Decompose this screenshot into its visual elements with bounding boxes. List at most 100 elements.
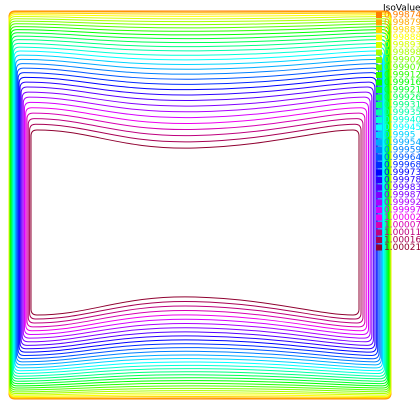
legend-swatch <box>376 42 382 48</box>
isoline <box>8 12 392 399</box>
legend-swatch <box>376 72 382 78</box>
legend-swatch <box>376 192 382 198</box>
legend-label: 0.998838 <box>384 26 420 36</box>
legend-label: 1.00021 <box>384 243 420 253</box>
legend-label: 0.999358 <box>384 108 420 118</box>
isoline <box>8 14 392 397</box>
legend-swatch <box>376 57 382 63</box>
legend-label: 1.00016 <box>384 236 420 246</box>
isoline <box>25 107 368 332</box>
isoline <box>12 42 386 377</box>
legend-label: 1.00002 <box>384 213 420 223</box>
legend-label: 0.999216 <box>384 86 420 96</box>
isoline <box>11 39 387 380</box>
legend-label: 1.00011 <box>384 228 420 238</box>
isoline <box>10 29 389 387</box>
legend-swatch <box>376 49 382 56</box>
legend-swatch <box>376 177 382 183</box>
isoline <box>9 18 391 395</box>
isolines <box>8 10 392 400</box>
legend-swatch <box>376 207 382 213</box>
legend-swatch <box>376 162 382 168</box>
legend-swatch <box>376 79 382 86</box>
legend-label: 0.999831 <box>384 183 420 193</box>
legend-label: 0.999405 <box>384 116 420 126</box>
legend-label: 1.00007 <box>384 221 420 231</box>
legend-label: 0.998933 <box>384 41 420 51</box>
legend-swatch <box>376 229 382 236</box>
legend-swatch <box>376 34 382 41</box>
legend-swatch <box>376 117 382 123</box>
isoline <box>9 23 390 391</box>
legend-swatch <box>376 169 382 176</box>
isoline <box>10 32 389 385</box>
legend-label: 0.999878 <box>384 191 420 201</box>
legend-swatch <box>376 124 382 131</box>
legend-label: 0.999169 <box>384 78 420 88</box>
isoline <box>30 129 360 316</box>
legend-swatch <box>376 184 382 191</box>
isoline <box>27 118 364 324</box>
isoline <box>11 35 388 382</box>
legend-swatch <box>376 132 382 138</box>
legend-swatch <box>376 147 382 153</box>
legend-swatch <box>376 237 382 243</box>
legend-label: 0.999784 <box>384 176 420 186</box>
legend-swatch <box>376 102 382 108</box>
legend-swatch <box>376 27 382 33</box>
isoline <box>17 72 379 356</box>
legend-swatch <box>376 94 382 101</box>
legend-swatch <box>376 154 382 161</box>
legend-swatch <box>376 222 382 228</box>
isoline <box>21 91 373 343</box>
isoline <box>16 67 380 360</box>
legend-label: 0.999263 <box>384 93 420 103</box>
legend-label: 0.999453 <box>384 123 420 133</box>
legend-label: 0.9995 <box>384 131 416 141</box>
isoline <box>20 86 374 346</box>
isoline <box>18 76 377 353</box>
legend-label: 0.99898 <box>384 48 420 58</box>
legend-label: 0.999736 <box>384 168 420 178</box>
isoline <box>15 63 381 363</box>
isoline <box>26 112 366 328</box>
isoline <box>8 16 391 396</box>
legend-swatch <box>376 12 382 18</box>
legend-label: 0.999689 <box>384 161 420 171</box>
legend-swatch <box>376 87 382 93</box>
legend-label: 0.999925 <box>384 198 420 208</box>
legend-title: IsoValue <box>383 4 420 14</box>
legend: 0.9987440.9987910.9988380.9988850.998933… <box>376 11 420 253</box>
legend-label: 0.998791 <box>384 18 420 28</box>
legend-label: 0.998885 <box>384 33 420 43</box>
isoline <box>9 20 391 393</box>
isoline <box>9 26 390 389</box>
isoline <box>8 11 392 400</box>
legend-label: 0.999074 <box>384 63 420 73</box>
legend-swatch <box>376 64 382 71</box>
isoline <box>14 54 383 369</box>
isoline <box>12 46 385 375</box>
isoline <box>29 123 362 320</box>
legend-label: 0.999122 <box>384 71 420 81</box>
legend-label: 0.999973 <box>384 206 420 216</box>
legend-swatch <box>376 244 382 251</box>
legend-swatch <box>376 109 382 116</box>
legend-label: 0.999547 <box>384 138 420 148</box>
isoline <box>19 81 376 350</box>
legend-label: 0.999642 <box>384 153 420 163</box>
isoline <box>23 101 369 335</box>
isoline <box>13 50 385 372</box>
isoline <box>15 58 382 366</box>
legend-swatch <box>376 214 382 221</box>
legend-swatch <box>376 19 382 26</box>
isoline <box>22 96 371 339</box>
legend-swatch <box>376 199 382 206</box>
legend-label: 0.999311 <box>384 101 420 111</box>
legend-swatch <box>376 139 382 146</box>
legend-label: 0.999594 <box>384 146 420 156</box>
legend-label: 0.998744 <box>384 11 420 21</box>
legend-label: 0.999027 <box>384 56 420 66</box>
